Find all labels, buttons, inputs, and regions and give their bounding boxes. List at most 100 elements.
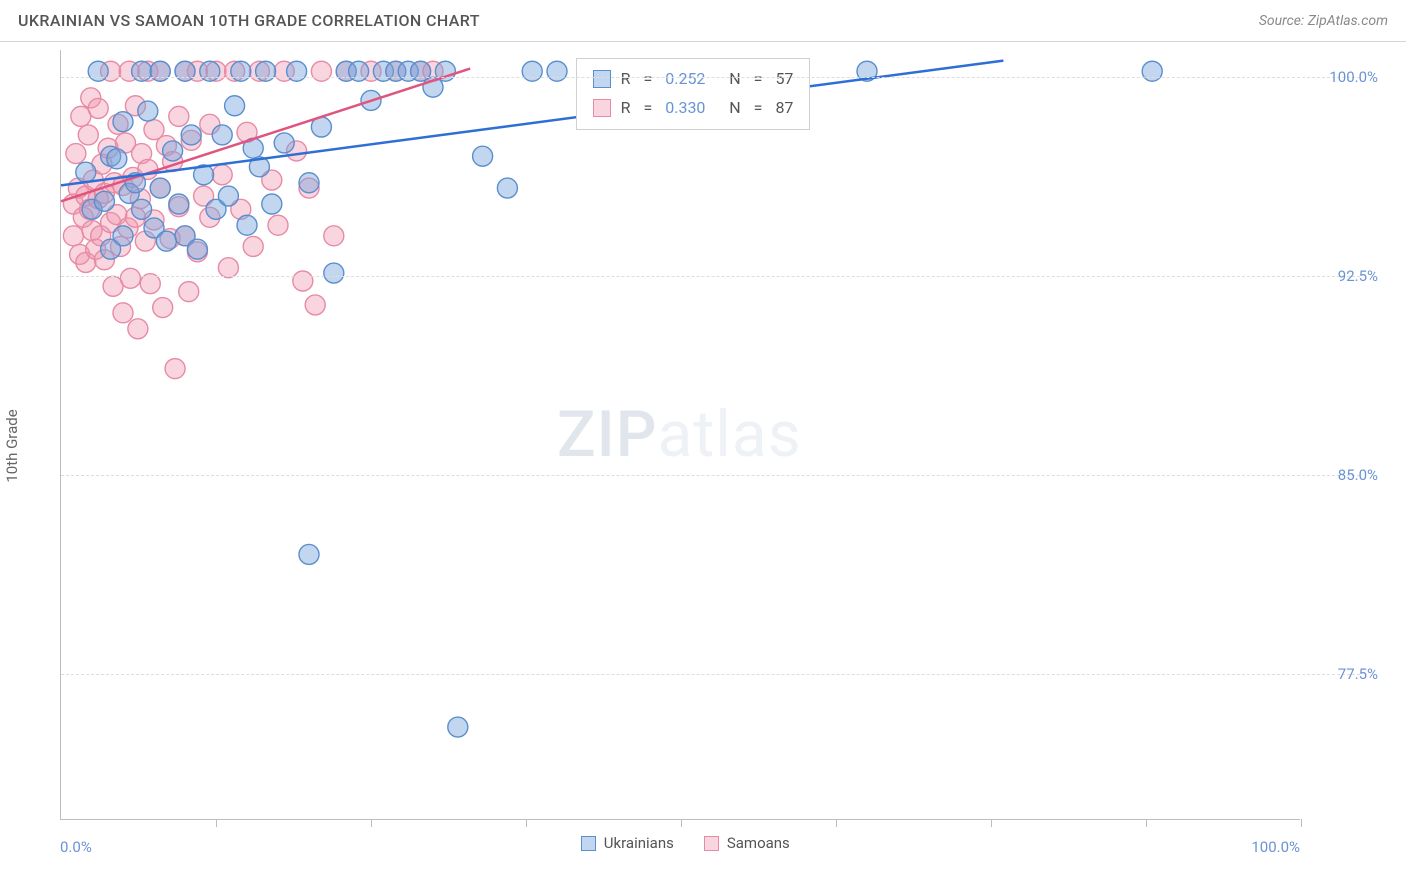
stats-legend-box: R = 0.252 N = 57 R = 0.330 N = 87 bbox=[576, 58, 811, 130]
r-label: R bbox=[621, 94, 631, 123]
scatter-point bbox=[324, 226, 344, 246]
x-tick bbox=[526, 819, 527, 827]
scatter-point bbox=[94, 191, 114, 211]
scatter-point bbox=[179, 282, 199, 302]
scatter-point bbox=[150, 61, 170, 81]
scatter-point bbox=[165, 359, 185, 379]
swatch-samoans bbox=[704, 836, 719, 851]
r-value-ukr: 0.252 bbox=[665, 65, 719, 94]
n-label: N bbox=[729, 65, 740, 94]
scatter-point bbox=[156, 231, 176, 251]
scatter-point bbox=[349, 61, 369, 81]
chart-title: UKRAINIAN VS SAMOAN 10TH GRADE CORRELATI… bbox=[18, 11, 480, 30]
stats-row-ukrainians: R = 0.252 N = 57 bbox=[593, 65, 794, 94]
grid-line bbox=[61, 475, 1360, 476]
scatter-point bbox=[113, 303, 133, 323]
scatter-point bbox=[268, 215, 288, 235]
scatter-point bbox=[120, 268, 140, 288]
scatter-point bbox=[150, 178, 170, 198]
chart-source: Source: ZipAtlas.com bbox=[1259, 13, 1388, 29]
scatter-point bbox=[287, 61, 307, 81]
scatter-point bbox=[311, 61, 331, 81]
scatter-point bbox=[262, 194, 282, 214]
scatter-point bbox=[448, 717, 468, 737]
plot-area: ZIPatlas R = 0.252 N = 57 R = 0.330 N = … bbox=[60, 50, 1300, 820]
scatter-point bbox=[1142, 61, 1162, 81]
scatter-point bbox=[132, 199, 152, 219]
x-axis-min-label: 0.0% bbox=[60, 838, 92, 856]
scatter-point bbox=[132, 61, 152, 81]
scatter-point bbox=[299, 544, 319, 564]
scatter-point bbox=[175, 61, 195, 81]
series-legend: Ukrainians Samoans bbox=[581, 834, 790, 852]
equals-sign: = bbox=[754, 65, 763, 94]
x-tick bbox=[1301, 819, 1302, 827]
scatter-point bbox=[237, 215, 257, 235]
scatter-point bbox=[218, 186, 238, 206]
scatter-svg bbox=[61, 50, 1301, 820]
scatter-point bbox=[181, 125, 201, 145]
legend-label-samoans: Samoans bbox=[727, 834, 790, 852]
scatter-point bbox=[497, 178, 517, 198]
chart-container: UKRAINIAN VS SAMOAN 10TH GRADE CORRELATI… bbox=[0, 0, 1406, 892]
scatter-point bbox=[63, 226, 83, 246]
scatter-point bbox=[169, 194, 189, 214]
r-value-sam: 0.330 bbox=[665, 94, 719, 123]
grid-line bbox=[61, 77, 1360, 78]
scatter-point bbox=[107, 149, 127, 169]
scatter-point bbox=[231, 61, 251, 81]
x-tick bbox=[1146, 819, 1147, 827]
swatch-ukrainians bbox=[581, 836, 596, 851]
scatter-point bbox=[78, 125, 98, 145]
scatter-point bbox=[256, 61, 276, 81]
y-tick-label: 92.5% bbox=[1338, 267, 1378, 285]
grid-line bbox=[61, 276, 1360, 277]
scatter-point bbox=[113, 112, 133, 132]
x-tick bbox=[836, 819, 837, 827]
x-tick bbox=[991, 819, 992, 827]
scatter-point bbox=[200, 61, 220, 81]
scatter-point bbox=[88, 61, 108, 81]
legend-item-ukrainians: Ukrainians bbox=[581, 834, 674, 852]
scatter-point bbox=[163, 141, 183, 161]
scatter-point bbox=[212, 125, 232, 145]
scatter-point bbox=[153, 298, 173, 318]
equals-sign: = bbox=[754, 94, 763, 123]
equals-sign: = bbox=[643, 94, 652, 123]
legend-label-ukrainians: Ukrainians bbox=[604, 834, 674, 852]
scatter-point bbox=[169, 106, 189, 126]
swatch-ukrainians bbox=[593, 70, 611, 88]
scatter-point bbox=[274, 133, 294, 153]
scatter-point bbox=[212, 165, 232, 185]
y-axis-label: 10th Grade bbox=[3, 409, 21, 482]
equals-sign: = bbox=[643, 65, 652, 94]
scatter-point bbox=[305, 295, 325, 315]
scatter-point bbox=[299, 173, 319, 193]
scatter-point bbox=[113, 226, 133, 246]
x-tick bbox=[216, 819, 217, 827]
scatter-point bbox=[473, 146, 493, 166]
scatter-point bbox=[324, 263, 344, 283]
scatter-point bbox=[88, 98, 108, 118]
y-tick-label: 100.0% bbox=[1329, 68, 1378, 86]
n-value-ukr: 57 bbox=[775, 65, 793, 94]
n-label: N bbox=[729, 94, 740, 123]
scatter-point bbox=[187, 239, 207, 259]
r-label: R bbox=[621, 65, 631, 94]
scatter-point bbox=[293, 271, 313, 291]
chart-header: UKRAINIAN VS SAMOAN 10TH GRADE CORRELATI… bbox=[0, 0, 1406, 42]
swatch-samoans bbox=[593, 99, 611, 117]
stats-row-samoans: R = 0.330 N = 87 bbox=[593, 94, 794, 123]
legend-item-samoans: Samoans bbox=[704, 834, 790, 852]
scatter-point bbox=[138, 101, 158, 121]
y-tick-label: 77.5% bbox=[1338, 665, 1378, 683]
scatter-point bbox=[76, 162, 96, 182]
scatter-point bbox=[547, 61, 567, 81]
scatter-point bbox=[66, 144, 86, 164]
scatter-point bbox=[128, 319, 148, 339]
scatter-point bbox=[225, 96, 245, 116]
x-tick bbox=[681, 819, 682, 827]
y-tick-label: 85.0% bbox=[1338, 466, 1378, 484]
x-tick bbox=[371, 819, 372, 827]
grid-line bbox=[61, 674, 1360, 675]
